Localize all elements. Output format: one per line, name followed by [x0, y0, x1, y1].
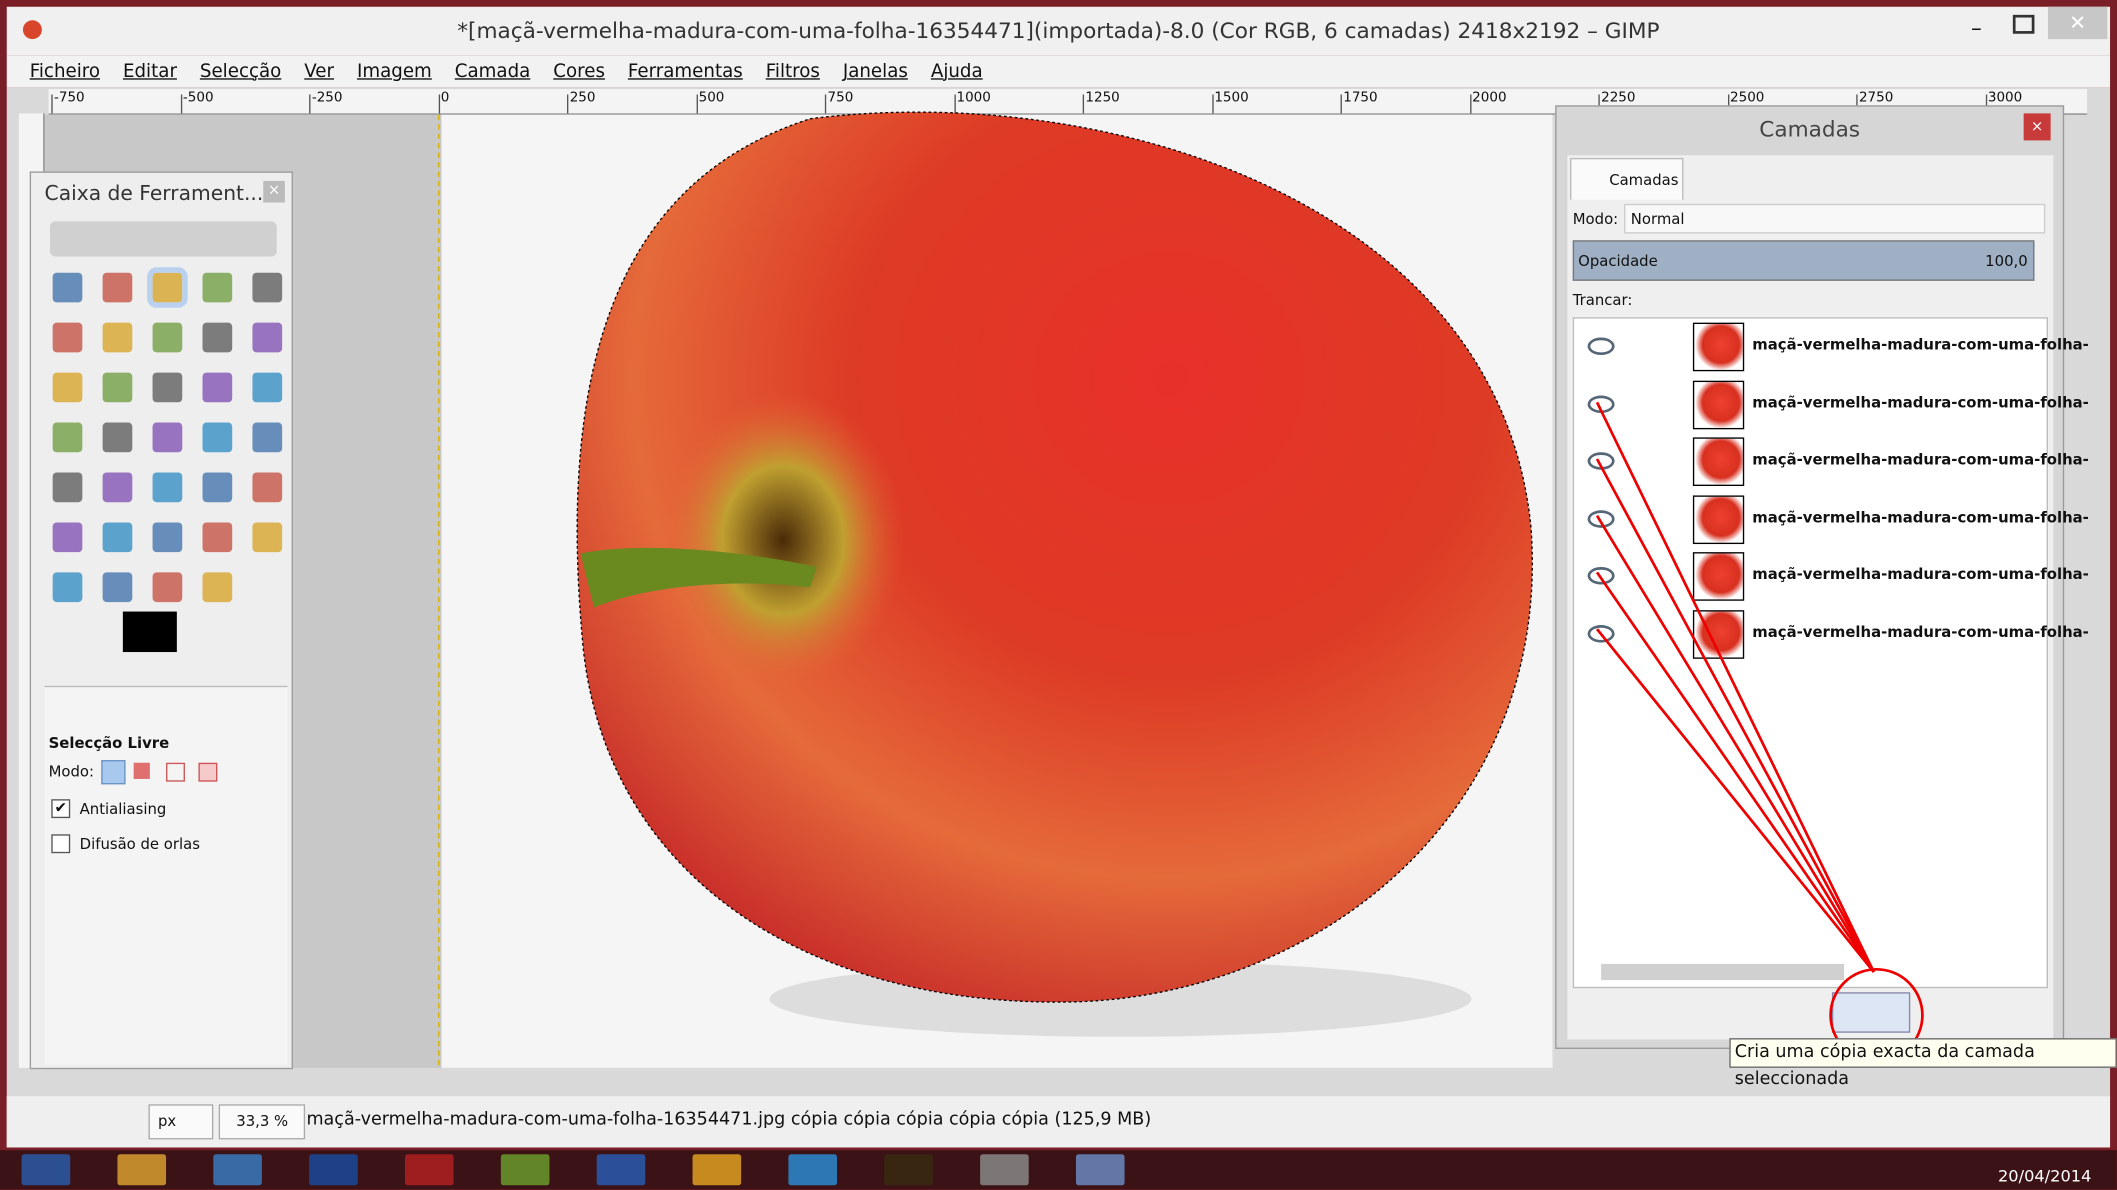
taskbar-app[interactable] — [501, 1154, 550, 1185]
annotation-line — [1597, 572, 1874, 972]
annotation-line — [1597, 516, 1874, 972]
taskbar-app[interactable] — [309, 1154, 358, 1185]
taskbar-app[interactable] — [693, 1154, 742, 1185]
zoom: 33,3 % — [236, 1112, 288, 1130]
taskbar-app[interactable] — [213, 1154, 262, 1185]
taskbar-app[interactable] — [1076, 1154, 1125, 1185]
clock-date: 20/04/2014 — [1998, 1166, 2091, 1185]
annotation — [0, 0, 2117, 1189]
taskbar-app[interactable] — [884, 1154, 933, 1185]
taskbar-apps — [0, 1150, 1148, 1189]
annotation-line — [1597, 402, 1874, 972]
zoom-select[interactable]: 33,3 % — [219, 1104, 305, 1139]
unit-select[interactable]: px — [149, 1104, 214, 1139]
status-message: maçã-vermelha-madura-com-uma-folha-16354… — [306, 1110, 1151, 1130]
screen: *[maçã-vermelha-madura-com-uma-folha-163… — [0, 0, 2117, 1189]
page: GIMP {"window": {"title": "*[maçã-vermel… — [0, 0, 2117, 1190]
annotation-line — [1597, 629, 1874, 972]
taskbar-app[interactable] — [405, 1154, 454, 1185]
tooltip: Cria uma cópia exacta da camada seleccio… — [1729, 1038, 2116, 1068]
body: *[maçã-vermelha-madura-com-uma-folha-163… — [0, 0, 2117, 1190]
status-bar: px 33,3 % maçã-vermelha-madura-com-uma-f… — [7, 1096, 2110, 1147]
taskbar-app[interactable] — [980, 1154, 1029, 1185]
taskbar-app[interactable] — [22, 1154, 71, 1185]
taskbar-app[interactable] — [788, 1154, 837, 1185]
taskbar: 20/04/2014 — [0, 1150, 2117, 1189]
taskbar-app[interactable] — [597, 1154, 646, 1185]
annotation-line — [1597, 459, 1874, 972]
unit: px — [158, 1112, 176, 1130]
taskbar-app[interactable] — [117, 1154, 166, 1185]
